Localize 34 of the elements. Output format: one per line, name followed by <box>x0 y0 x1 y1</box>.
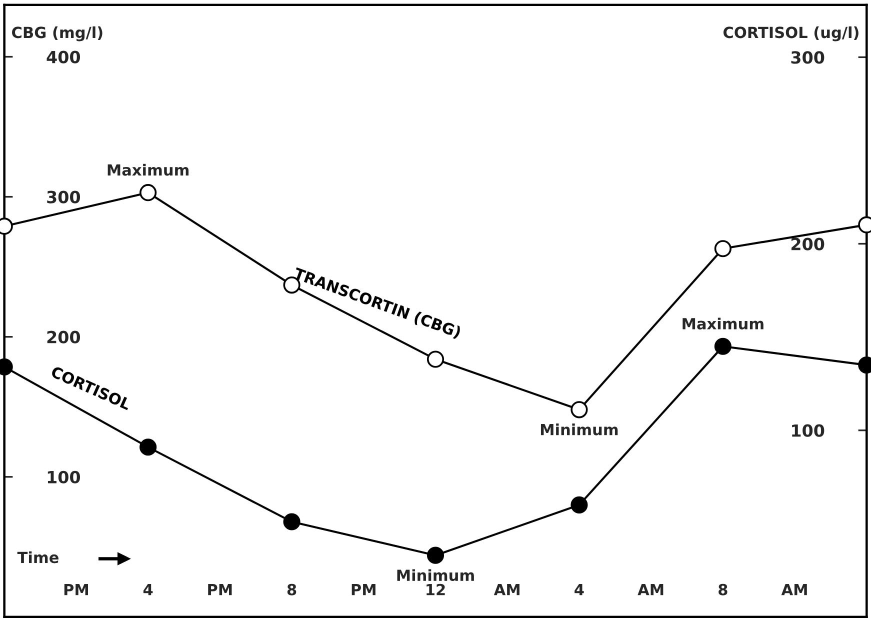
x-tick-label: 8 <box>287 584 296 596</box>
annotation: AM <box>638 584 664 596</box>
annotation: AM <box>781 584 807 596</box>
point <box>140 184 157 202</box>
annotation: PM <box>208 584 232 596</box>
point <box>570 496 588 514</box>
x-tick-label: 8 <box>718 584 728 596</box>
point <box>570 401 588 418</box>
y-tick-label: 200 <box>47 330 80 344</box>
y2-tick-label: 200 <box>792 238 824 250</box>
annotation: Maximum <box>682 318 764 330</box>
annotation: Minimum <box>540 424 618 436</box>
annotation: PM <box>352 584 376 596</box>
y2-tick-label: 300 <box>791 51 824 64</box>
annotation: PM <box>64 584 88 596</box>
y2-tick-label: 100 <box>792 424 824 437</box>
point <box>283 513 300 530</box>
point <box>714 338 732 355</box>
point <box>140 438 157 456</box>
x-tick-label: 4 <box>574 584 584 596</box>
y-tick-label: 100 <box>48 470 80 484</box>
y-tick-label: 300 <box>47 190 80 204</box>
y2-axis-title: CORTISOL (ug/l) <box>723 26 858 42</box>
point <box>714 240 732 258</box>
point <box>426 546 444 564</box>
annotation: Time <box>17 551 58 564</box>
y-tick-label: 400 <box>46 50 80 64</box>
annotation: AM <box>494 584 520 596</box>
x-tick-label: 4 <box>143 584 153 596</box>
annotation: Minimum <box>397 569 474 582</box>
y-axis-title: CBG (mg/l) <box>12 26 102 42</box>
annotation: Maximum <box>108 164 189 176</box>
point <box>426 350 444 368</box>
x-tick-label: 12 <box>426 584 445 596</box>
